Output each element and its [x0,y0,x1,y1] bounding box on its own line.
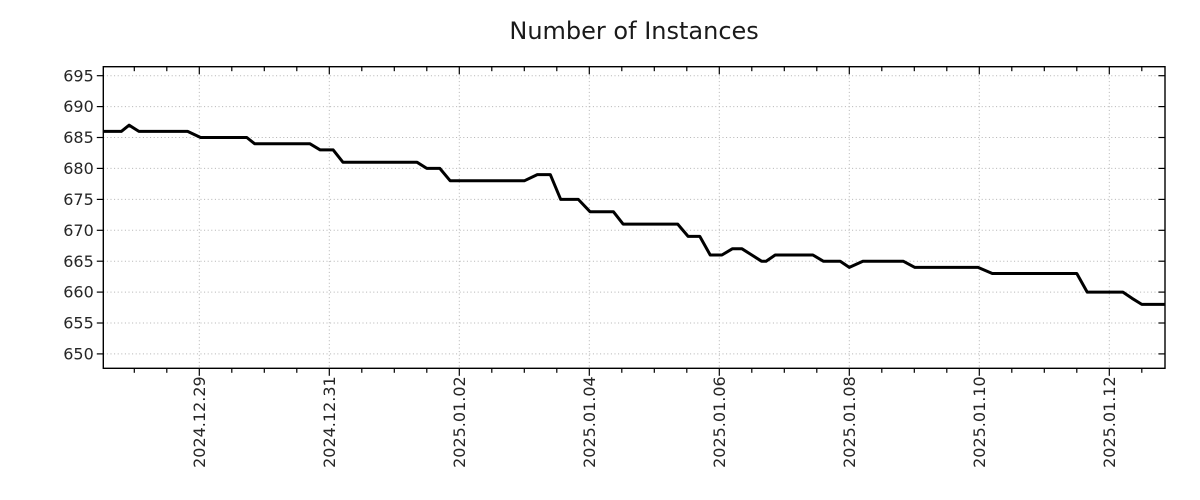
series-line-instances [103,123,1165,306]
chart-title: Number of Instances [509,17,758,45]
x-tick-labels: 2024.12.29 2024.12.31 2025.01.02 2025.01.04… [190,376,1119,468]
y-tick-label: 650 [63,345,94,364]
axis-ticks [96,66,1165,376]
x-tick-label: 2025.01.08 [840,376,859,468]
y-tick-labels: 650 655 660 665 670 675 680 685 690 695 [63,66,94,363]
x-tick-label: 2025.01.02 [450,376,469,468]
x-tick-label: 2024.12.29 [190,376,209,468]
gridlines [103,66,1165,369]
y-tick-label: 695 [63,66,94,85]
x-tick-label: 2025.01.04 [580,376,599,468]
y-tick-label: 665 [63,252,94,271]
y-tick-label: 670 [63,221,94,240]
y-tick-label: 680 [63,159,94,178]
x-tick-label: 2025.01.12 [1100,376,1119,468]
y-tick-label: 675 [63,190,94,209]
plot-frame [102,65,1166,370]
x-tick-label: 2024.12.31 [320,376,339,468]
y-tick-label: 655 [63,314,94,333]
y-tick-label: 660 [63,283,94,302]
x-tick-label: 2025.01.10 [970,376,989,468]
y-tick-label: 690 [63,97,94,116]
x-tick-label: 2025.01.06 [710,376,729,468]
y-tick-label: 685 [63,128,94,147]
